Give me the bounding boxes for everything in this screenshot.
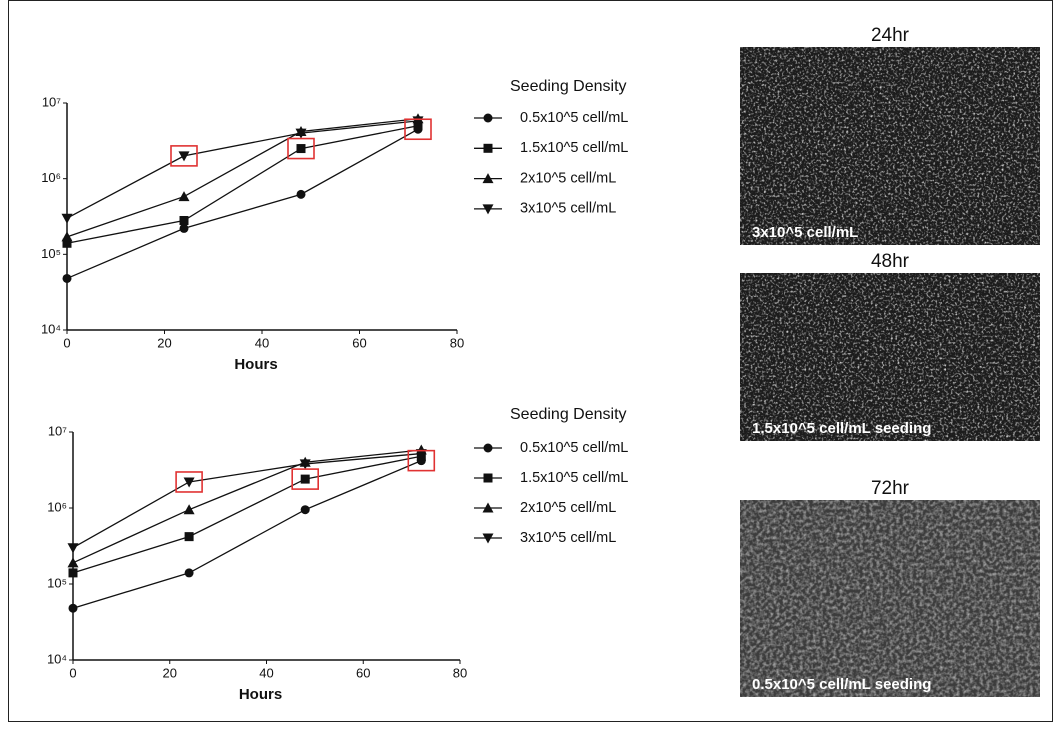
y-tick-label: 10⁴ [41, 321, 61, 336]
marker [62, 273, 72, 283]
micrograph-texture [740, 47, 1040, 245]
micrograph-texture [740, 273, 1040, 441]
marker [296, 189, 306, 199]
series-line [72, 449, 422, 564]
series-line [66, 118, 419, 238]
highlight-box [170, 145, 198, 167]
highlight-box [291, 468, 320, 490]
marker [296, 144, 306, 154]
marker [61, 213, 73, 224]
legend-marker [482, 204, 494, 215]
y-tick-label: 10⁵ [47, 575, 67, 590]
legend-label: 3x10^5 cell/mL [520, 530, 616, 546]
panel-caption: 1.5x10^5 cell/mL seeding [752, 420, 931, 437]
marker [67, 543, 79, 554]
marker [300, 474, 310, 484]
x-tick-label: 80 [453, 665, 467, 680]
y-tick-label: 10⁶ [41, 170, 61, 185]
x-tick-label: 40 [259, 665, 273, 680]
panel-caption: 3x10^5 cell/mL [752, 224, 858, 241]
legend-label: 1.5x10^5 cell/mL [520, 140, 628, 156]
legend-label: 3x10^5 cell/mL [520, 201, 616, 217]
highlight-box [404, 118, 432, 141]
highlight-box [287, 137, 315, 160]
legend-label: 1.5x10^5 cell/mL [520, 470, 628, 486]
highlight-box [407, 449, 436, 472]
panel-title: 48hr [871, 251, 910, 272]
series-line [72, 452, 422, 549]
micrograph-texture [740, 500, 1040, 697]
series-line [72, 460, 422, 609]
marker [68, 568, 78, 578]
x-tick-label: 0 [69, 665, 76, 680]
panel-title: 72hr [871, 478, 910, 499]
marker [178, 191, 190, 202]
marker [67, 557, 79, 568]
panel-caption: 0.5x10^5 cell/mL seeding [752, 676, 931, 693]
figure-frame [8, 0, 1053, 722]
marker [184, 532, 194, 542]
x-tick-label: 60 [356, 665, 370, 680]
legend-title: Seeding Density [510, 78, 627, 95]
legend-marker [483, 113, 493, 123]
x-tick-label: 20 [163, 665, 177, 680]
x-axis-label: Hours [234, 356, 277, 373]
panel-title: 24hr [871, 25, 910, 46]
highlight-box [175, 471, 203, 493]
legend-marker [483, 143, 493, 153]
marker [68, 603, 78, 613]
y-tick-label: 10⁶ [47, 499, 67, 514]
y-tick-label: 10⁷ [42, 94, 61, 109]
marker [178, 151, 190, 162]
marker [295, 128, 307, 139]
series-line [66, 120, 419, 219]
legend-marker [483, 473, 493, 483]
y-tick-label: 10⁴ [47, 651, 67, 666]
x-tick-label: 40 [255, 335, 269, 350]
legend-marker [482, 533, 494, 544]
marker [299, 459, 311, 470]
x-tick-label: 20 [157, 335, 171, 350]
series-line [66, 128, 419, 280]
marker [61, 231, 73, 242]
marker [183, 504, 195, 515]
marker [415, 449, 427, 460]
marker [179, 215, 189, 225]
y-tick-label: 10⁷ [48, 423, 67, 438]
marker [62, 238, 72, 248]
y-tick-label: 10⁵ [41, 246, 61, 261]
legend-title: Seeding Density [510, 406, 627, 423]
series-line [66, 125, 419, 244]
marker [184, 568, 194, 578]
series-line [72, 455, 422, 574]
legend-marker [482, 502, 494, 513]
x-axis-label: Hours [239, 686, 282, 703]
x-tick-label: 80 [450, 335, 464, 350]
x-tick-label: 0 [63, 335, 70, 350]
legend-label: 2x10^5 cell/mL [520, 170, 616, 186]
legend-label: 2x10^5 cell/mL [520, 500, 616, 516]
legend-label: 0.5x10^5 cell/mL [520, 440, 628, 456]
legend-marker [483, 443, 493, 453]
marker [179, 223, 189, 233]
x-tick-label: 60 [352, 335, 366, 350]
marker [183, 477, 195, 488]
legend-marker [482, 173, 494, 184]
marker [300, 505, 310, 515]
legend-label: 0.5x10^5 cell/mL [520, 110, 628, 126]
